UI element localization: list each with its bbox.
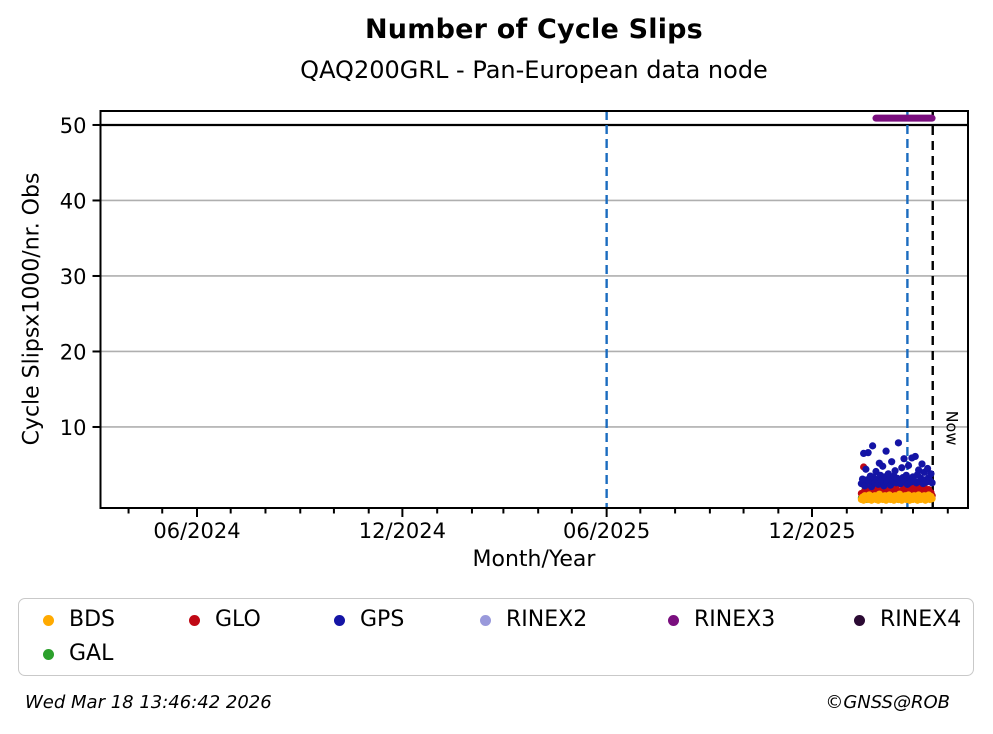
y-tick-label: 30 [60,265,87,289]
x-tick-label: 06/2024 [153,519,240,543]
legend-label: GLO [215,607,261,632]
point-gps [879,462,887,470]
rinex3-marker-icon [668,614,679,626]
x-tick-label: 06/2025 [563,519,650,543]
point-gps [911,452,919,461]
point-gps [891,467,899,475]
legend-item-glo: GLO [189,606,334,634]
point-gps [900,455,908,463]
legend-item-gps: GPS [334,606,480,634]
point-gps [918,460,926,468]
legend-label: BDS [69,607,115,632]
point-gps [904,461,913,470]
point-gps [894,439,903,447]
legend-box: BDS GLO GPS RINEX2 RINEX3 RINEX4 GAL [18,598,974,676]
plot-timestamp: Wed Mar 18 13:46:42 2026 [25,692,272,713]
point-gps [923,464,932,473]
legend-label: GAL [69,641,114,666]
point-gps [882,447,890,455]
glo-marker-icon [189,614,200,626]
x-tick-label: 12/2025 [768,519,855,543]
point-gps [888,458,896,466]
x-tick-label: 12/2024 [359,519,446,543]
point-gps [928,479,936,487]
y-tick-label: 20 [60,340,87,364]
legend-item-bds: BDS [43,606,189,634]
copyright-credit: ©GNSS@ROB [825,692,950,713]
rinex4-marker-icon [854,614,865,626]
point-bds [928,495,936,503]
y-tick-label: 10 [60,416,87,440]
legend-label: RINEX2 [506,607,588,632]
legend-label: RINEX4 [880,607,962,632]
y-tick-label: 50 [60,114,87,138]
point-gps [898,464,906,472]
legend-label: GPS [360,607,405,632]
y-tick-label: 40 [60,189,87,213]
chart-subtitle: QAQ200GRL - Pan-European data node [300,56,768,84]
legend-item-gal: GAL [43,640,189,668]
rinex2-marker-icon [480,614,491,626]
legend-item-rinex3: RINEX3 [668,606,854,634]
point-gps [862,465,870,473]
point-gps [915,466,923,474]
legend-item-rinex2: RINEX2 [480,606,668,634]
legend-item-rinex4: RINEX4 [854,606,973,634]
chart-title: Number of Cycle Slips [365,14,703,45]
plot-frame [99,110,969,509]
point-gps [927,470,935,478]
bds-marker-icon [43,614,54,626]
chart-canvas: 10 20 30 40 50 06/2024 12/2024 06/2025 12/2025 No… [60,110,969,543]
point-gps [869,442,877,450]
gps-marker-icon [334,614,345,626]
point-gps [861,482,869,490]
point-gps [864,449,872,457]
now-label: Now [943,411,962,446]
legend-label: RINEX3 [694,607,776,632]
x-axis-label: Month/Year [472,547,596,572]
gal-marker-icon [43,648,54,660]
